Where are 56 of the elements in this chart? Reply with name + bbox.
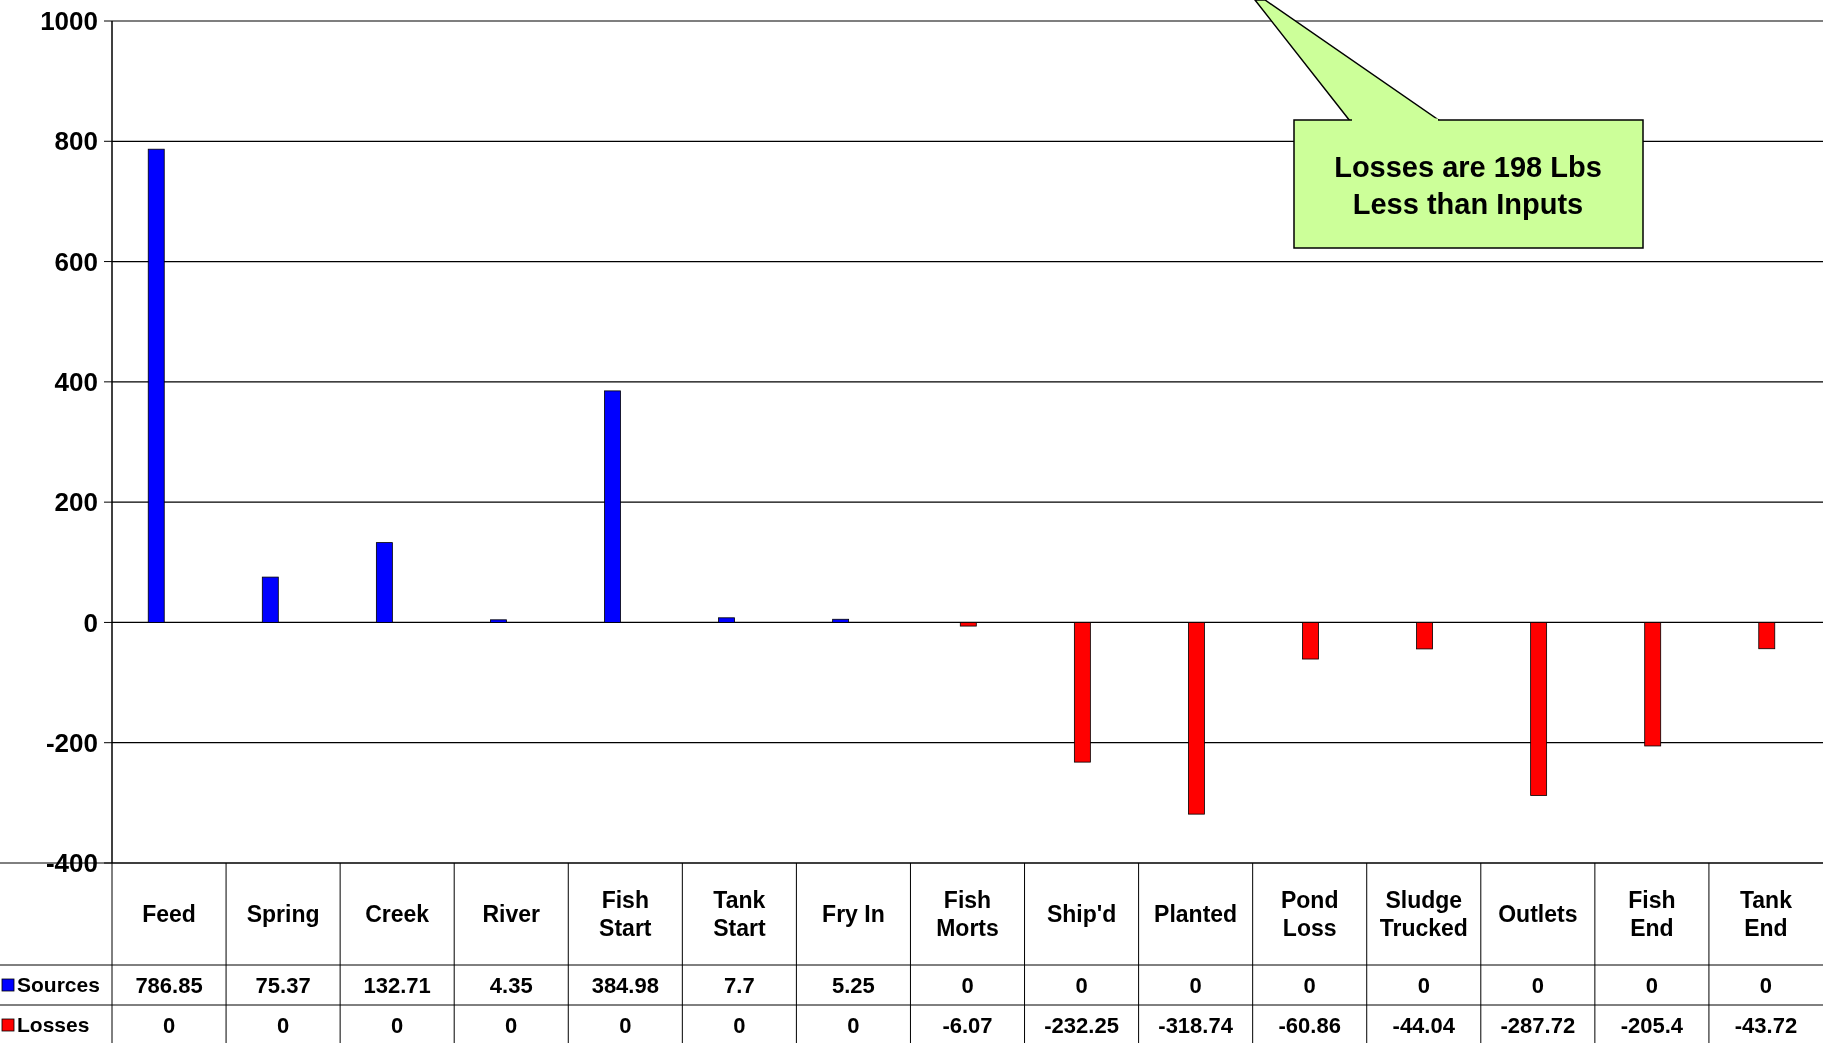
data-label: 5.25 <box>832 972 875 998</box>
x-tick-label: Sludge Trucked <box>1379 887 1468 941</box>
data-label: 0 <box>1417 972 1430 998</box>
data-label: -43.72 <box>1734 1012 1798 1038</box>
data-label: 0 <box>1531 972 1544 998</box>
data-label: 132.71 <box>363 972 431 998</box>
data-label: -60.86 <box>1278 1012 1341 1038</box>
data-label: -205.4 <box>1620 1012 1684 1038</box>
annotation: Losses are 198 Lbs Less than Inputs <box>1334 150 1602 221</box>
data-label: 0 <box>1189 972 1202 998</box>
y-tick-label: 800 <box>54 126 98 157</box>
data-label: 0 <box>391 1012 404 1038</box>
y-tick-label: 0 <box>83 607 98 638</box>
data-label: 0 <box>847 1012 860 1038</box>
data-label: -44.04 <box>1392 1012 1456 1038</box>
data-label: 0 <box>276 1012 290 1038</box>
x-tick-label: Fry In <box>822 901 885 928</box>
y-tick-label: 600 <box>54 246 98 277</box>
data-label: 0 <box>1303 972 1316 998</box>
data-label: 786.85 <box>135 972 203 998</box>
data-label: 4.35 <box>489 972 533 998</box>
y-tick-label: 1000 <box>40 6 98 37</box>
data-label: 0 <box>505 1012 518 1038</box>
x-tick-label: Spring <box>246 901 320 928</box>
data-label: 0 <box>733 1012 746 1038</box>
data-label: -6.07 <box>942 1012 993 1038</box>
x-tick-label: Fish End <box>1628 887 1676 941</box>
data-label: 75.37 <box>255 972 311 998</box>
x-tick-label: Tank Start <box>713 887 766 941</box>
legend-label: Losses <box>17 1013 90 1037</box>
data-label: 7.7 <box>724 972 755 998</box>
y-tick-label: -200 <box>45 727 98 758</box>
data-label: 0 <box>619 1012 632 1038</box>
x-tick-label: River <box>482 901 541 928</box>
data-label: -287.72 <box>1500 1012 1576 1038</box>
x-tick-label: Planted <box>1154 901 1238 928</box>
data-label: -232.25 <box>1044 1012 1119 1038</box>
data-label: -318.74 <box>1158 1012 1234 1038</box>
x-tick-label: Tank End <box>1739 887 1793 941</box>
data-label: 0 <box>961 972 974 998</box>
x-tick-label: Outlets <box>1498 901 1578 928</box>
x-tick-label: Fish Start <box>599 887 652 941</box>
legend-label: Sources <box>17 973 100 997</box>
x-tick-label: Ship'd <box>1046 901 1117 928</box>
x-tick-label: Creek <box>365 901 430 928</box>
y-tick-label: 400 <box>54 366 98 397</box>
data-label: 0 <box>162 1012 176 1038</box>
data-label: 0 <box>1645 972 1659 998</box>
x-tick-label: Fish Morts <box>936 887 999 941</box>
data-label: 0 <box>1075 972 1088 998</box>
data-label: 384.98 <box>591 972 659 998</box>
x-tick-label: Feed <box>142 901 196 928</box>
y-tick-label: -400 <box>45 848 98 879</box>
y-tick-label: 200 <box>54 487 98 518</box>
data-label: 0 <box>1759 972 1773 998</box>
x-tick-label: Pond Loss <box>1280 887 1339 941</box>
